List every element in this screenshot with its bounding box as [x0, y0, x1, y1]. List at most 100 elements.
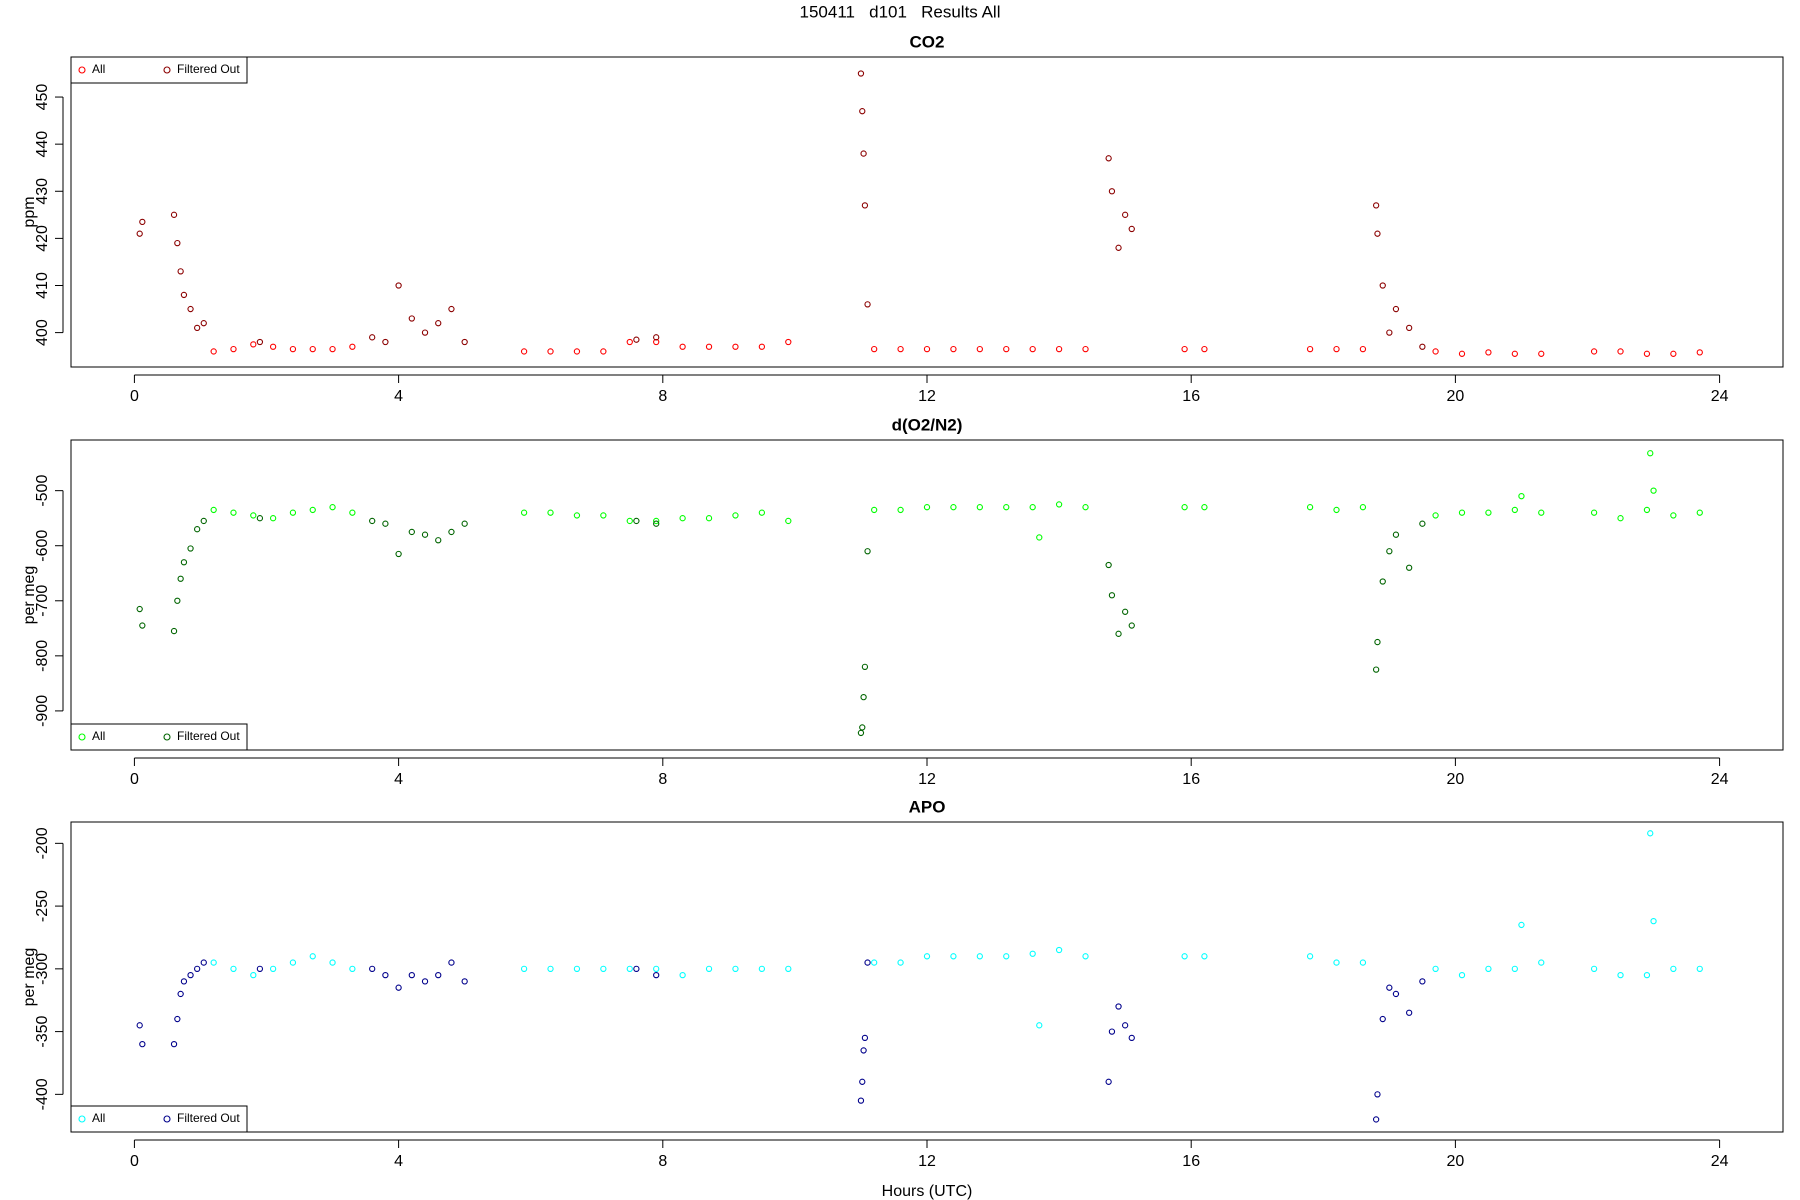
data-point — [139, 218, 146, 226]
data-point — [256, 338, 264, 346]
data-point — [1485, 349, 1492, 356]
data-point — [633, 517, 640, 525]
data-point — [1485, 965, 1492, 972]
plot-frame — [70, 56, 1784, 368]
data-point — [1055, 946, 1063, 954]
data-point — [1055, 345, 1063, 353]
y-tick-label: -350 — [34, 1015, 51, 1047]
data-point — [1306, 953, 1314, 960]
data-point — [1392, 305, 1400, 313]
data-point — [395, 984, 402, 991]
data-point — [187, 305, 194, 313]
y-tick-label: -900 — [34, 695, 51, 727]
data-point — [1333, 345, 1340, 353]
x-tick-label: 16 — [1182, 388, 1200, 405]
data-point — [1003, 953, 1010, 960]
x-tick-label: 16 — [1182, 771, 1200, 788]
data-point — [1105, 561, 1112, 569]
data-point — [1386, 329, 1393, 336]
x-tick-label: 24 — [1711, 771, 1729, 788]
data-point — [1108, 1028, 1116, 1035]
data-point — [1359, 959, 1367, 966]
data-point — [194, 324, 201, 332]
data-point — [976, 345, 983, 353]
data-point — [1128, 1034, 1135, 1042]
data-point — [1386, 548, 1393, 555]
data-point — [136, 1022, 143, 1029]
y-tick-label: 410 — [34, 272, 51, 299]
x-tick-label: 12 — [918, 771, 936, 788]
legend-label: All — [92, 1111, 105, 1125]
data-point — [435, 537, 442, 544]
data-point — [210, 959, 217, 966]
data-point — [1105, 155, 1112, 162]
data-point — [1511, 350, 1518, 357]
data-point — [408, 528, 415, 536]
data-point — [1115, 1003, 1122, 1010]
data-point — [1458, 350, 1466, 357]
data-point — [653, 334, 660, 341]
data-point — [187, 545, 194, 552]
data-point — [1121, 608, 1129, 615]
data-point — [1485, 509, 1492, 516]
data-point — [653, 965, 660, 972]
data-point — [1617, 515, 1624, 522]
data-point — [1617, 348, 1624, 355]
legend-marker — [163, 1115, 171, 1123]
x-tick-label: 20 — [1446, 771, 1464, 788]
data-point — [1105, 1078, 1112, 1085]
data-point — [860, 693, 867, 701]
data-point — [923, 953, 931, 960]
data-point — [174, 1015, 181, 1023]
data-point — [421, 978, 429, 985]
y-tick-label: 420 — [34, 225, 51, 252]
data-point — [329, 959, 336, 966]
data-point — [1115, 630, 1122, 637]
data-point — [382, 338, 389, 346]
y-axis-label: ppm — [21, 196, 38, 227]
panel-title: APO — [909, 797, 946, 816]
data-point — [174, 239, 181, 247]
data-point — [1406, 1009, 1413, 1016]
data-point — [269, 965, 277, 972]
data-point — [200, 959, 207, 966]
series — [210, 830, 1703, 1029]
data-point — [785, 517, 792, 525]
data-point — [871, 345, 878, 353]
data-point — [269, 343, 277, 350]
data-point — [861, 1034, 869, 1042]
legend-label: All — [92, 62, 105, 76]
data-point — [600, 512, 607, 519]
y-tick-label: 430 — [34, 178, 51, 205]
data-point — [1374, 1091, 1381, 1098]
y-axis-label: per meg — [21, 566, 38, 625]
data-point — [1419, 978, 1426, 985]
data-point — [289, 345, 297, 353]
data-point — [1306, 504, 1314, 511]
data-point — [269, 515, 277, 522]
series — [136, 70, 1426, 350]
data-point — [1201, 345, 1208, 353]
data-point — [1029, 504, 1036, 511]
data-point — [679, 971, 686, 979]
legend-label: All — [92, 729, 105, 743]
data-point — [448, 305, 455, 313]
data-point — [758, 509, 766, 516]
data-point — [1458, 509, 1466, 516]
data-point — [1650, 917, 1657, 925]
legend-label: Filtered Out — [177, 62, 240, 76]
data-point — [461, 338, 468, 346]
data-point — [139, 622, 146, 629]
data-point — [230, 509, 237, 516]
data-point — [1696, 349, 1703, 356]
data-point — [705, 343, 713, 350]
data-point — [1201, 504, 1208, 511]
data-point — [1670, 965, 1677, 972]
data-point — [1647, 450, 1654, 457]
data-point — [180, 291, 188, 299]
data-point — [1518, 493, 1525, 500]
data-point — [1696, 965, 1703, 972]
x-tick-label: 24 — [1711, 1153, 1729, 1170]
y-tick-label: -400 — [34, 1078, 51, 1110]
